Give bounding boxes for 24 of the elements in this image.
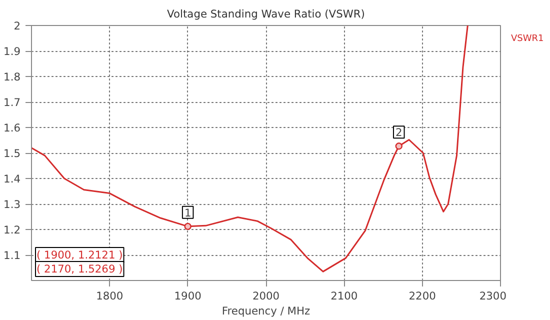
x-tick-label: 2100	[330, 290, 358, 302]
text: VSWR1	[511, 33, 544, 46]
x-tick-label: 2200	[408, 290, 436, 302]
annotation: 1	[184, 206, 192, 220]
y-tick-label: 1.3	[4, 198, 21, 211]
annotation: ( 1900, 1.2121 )	[36, 248, 123, 262]
y-tick-label: 1.7	[4, 96, 21, 109]
y-tick-label: 1.8	[4, 70, 21, 84]
x-tick-label: 2000	[252, 290, 280, 302]
x-tick-label: 1800	[96, 290, 124, 302]
y-tick-label: 1.9	[4, 45, 21, 58]
x-tick-label: 1900	[174, 290, 202, 302]
chart-title: Voltage Standing Wave Ratio (VSWR)	[167, 8, 365, 20]
x-axis-title: Frequency / MHz	[222, 304, 311, 318]
y-tick-label: 1.4	[4, 172, 21, 186]
y-tick-label: 1.1	[4, 249, 21, 262]
y-tick-label: 1.5	[4, 147, 21, 160]
y-tick-label: 2	[14, 20, 20, 32]
annotation: 2	[395, 126, 402, 140]
line-series	[32, 26, 468, 272]
y-tick-label: 1.2	[4, 224, 21, 236]
annotation: ( 2170, 1.5269 )	[36, 262, 123, 276]
x-tick-label: 2300	[479, 290, 507, 302]
y-tick-label: 1.6	[4, 122, 21, 134]
